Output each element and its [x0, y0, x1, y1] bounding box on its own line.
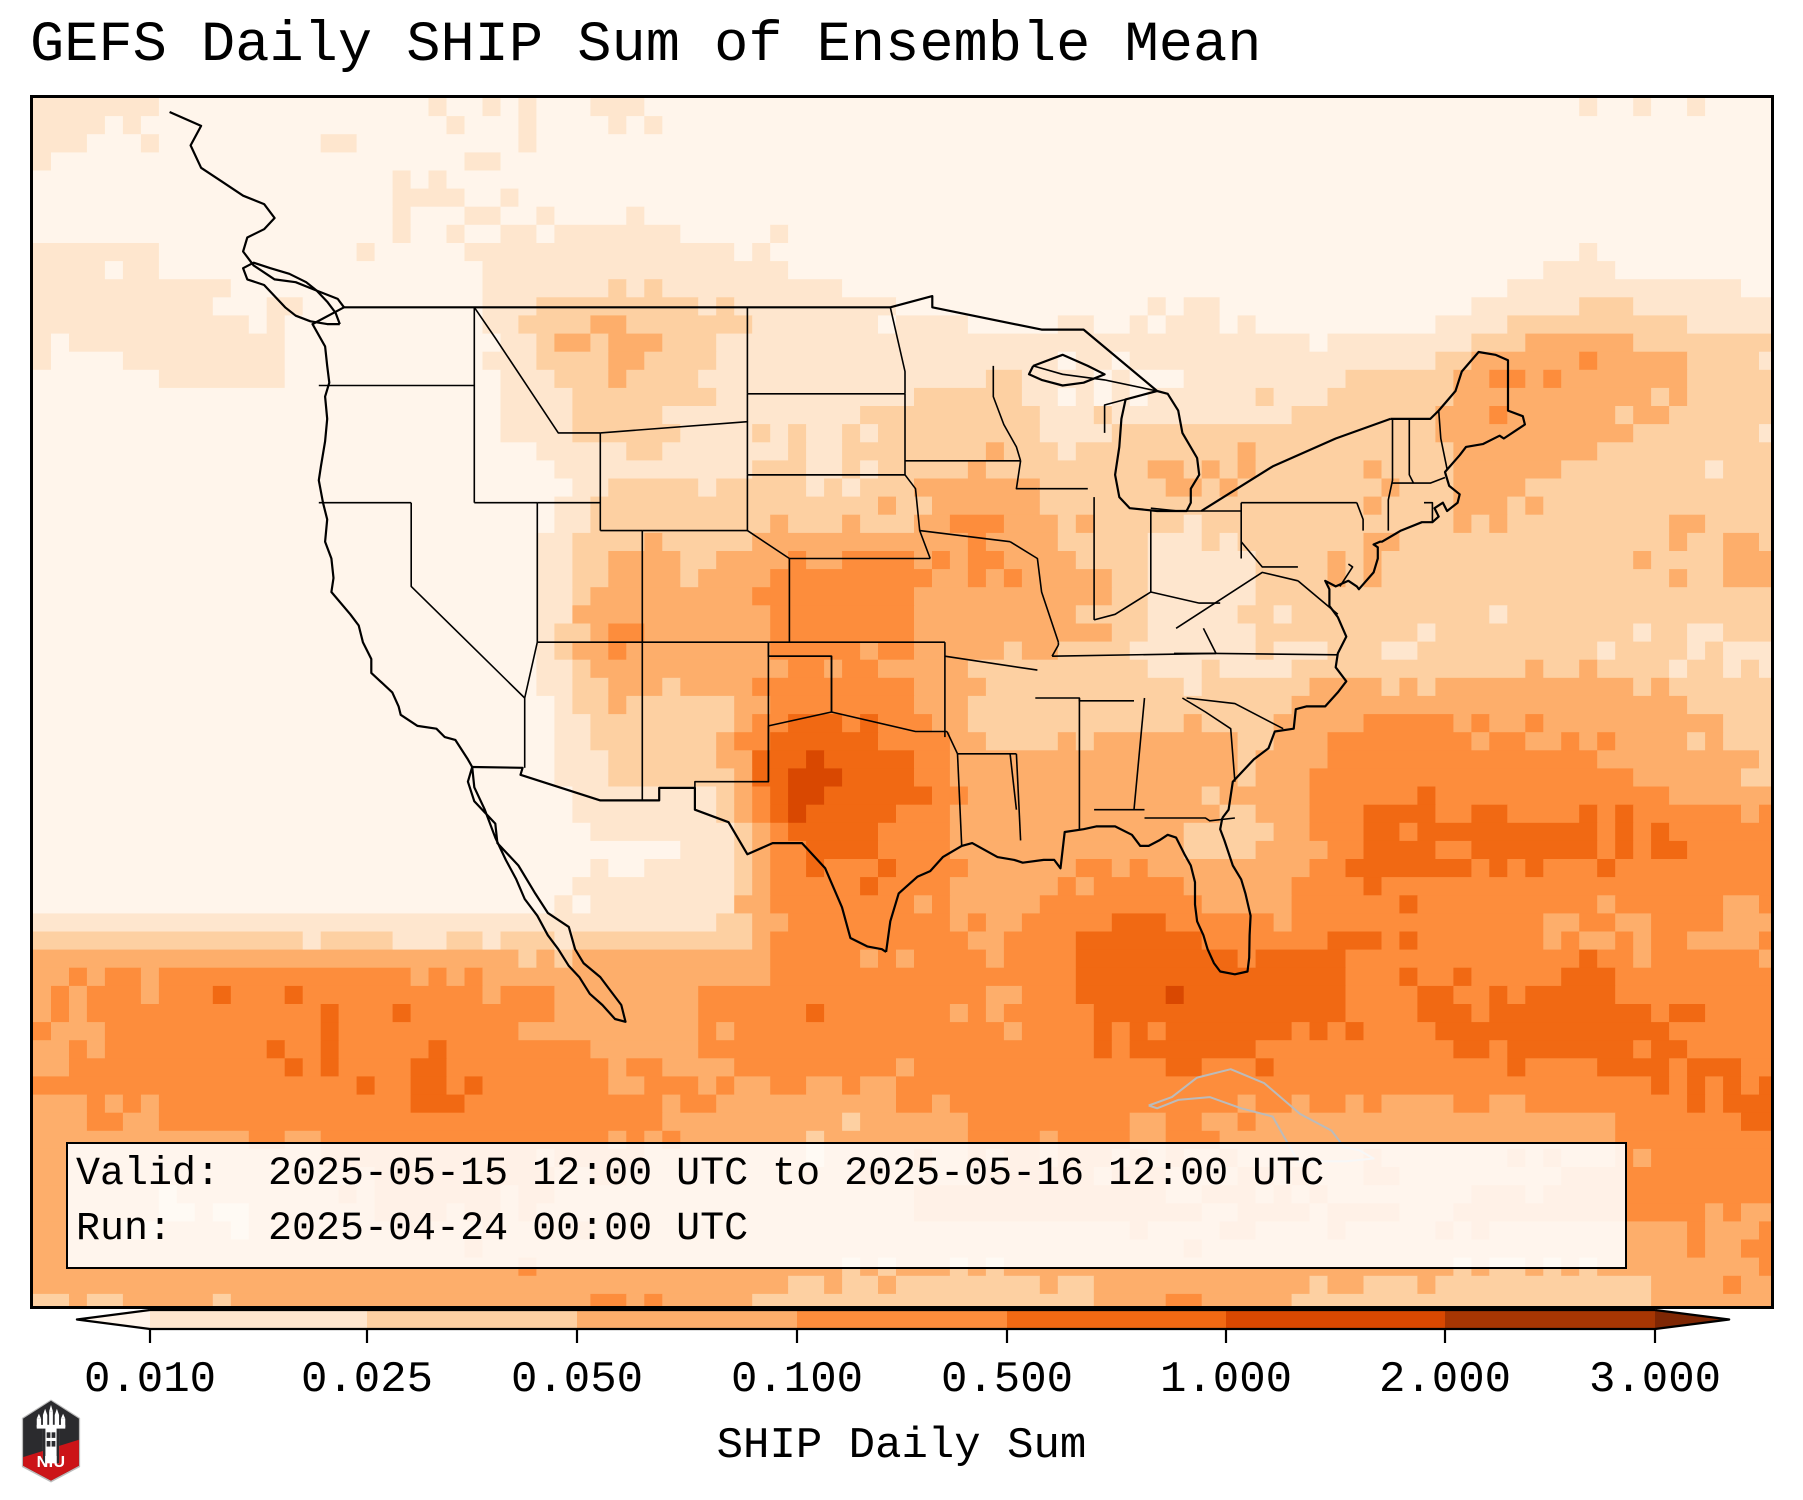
svg-text:NIU: NIU	[37, 1453, 66, 1471]
